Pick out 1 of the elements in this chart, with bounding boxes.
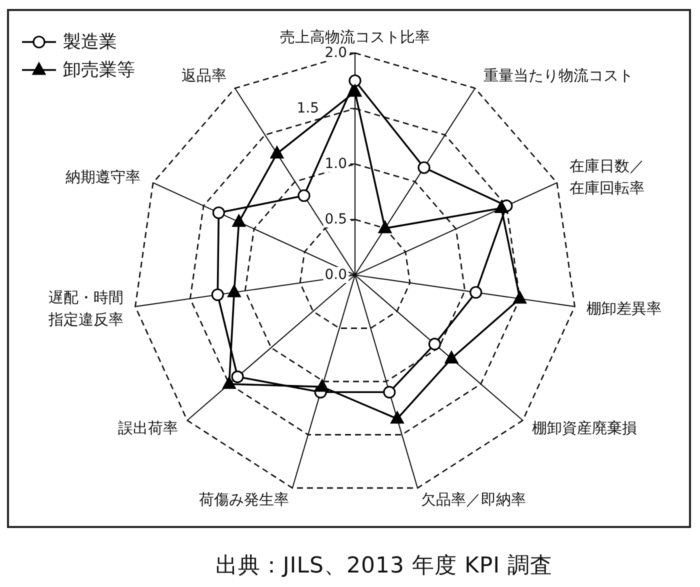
annotation: 出典：JILS、2013 年度 KPI 調査 — [215, 554, 553, 578]
